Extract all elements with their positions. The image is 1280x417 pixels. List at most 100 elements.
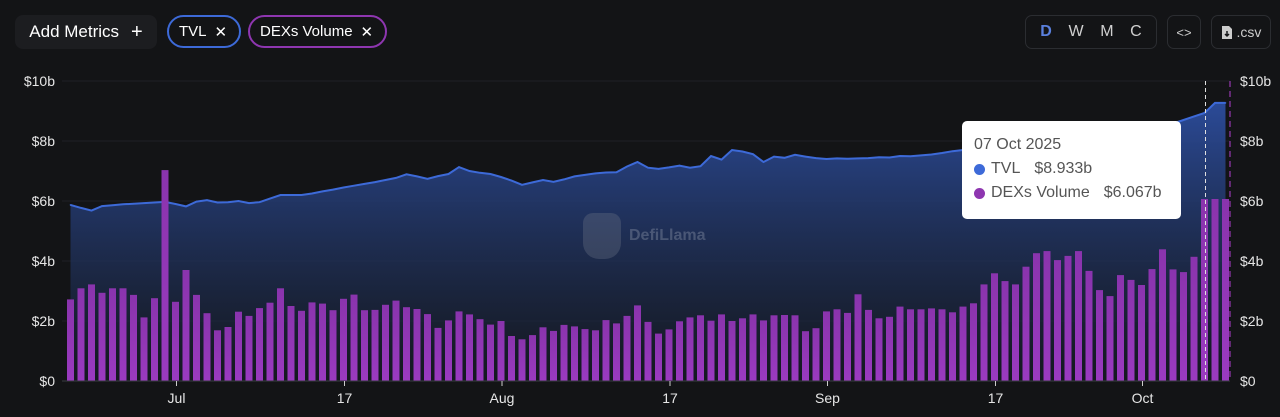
dexs-volume-bar[interactable]: [655, 333, 662, 381]
dexs-volume-bar[interactable]: [214, 330, 221, 381]
dexs-volume-bar[interactable]: [151, 298, 158, 381]
period-cumulative-button[interactable]: C: [1130, 23, 1142, 40]
dexs-volume-bar[interactable]: [550, 330, 557, 381]
dexs-volume-bar[interactable]: [392, 300, 400, 381]
dexs-volume-bar[interactable]: [791, 315, 799, 381]
dexs-volume-bar[interactable]: [539, 327, 547, 381]
dexs-volume-bar[interactable]: [707, 320, 715, 381]
dexs-volume-bar[interactable]: [781, 315, 788, 381]
dexs-volume-bar[interactable]: [560, 324, 568, 381]
metric-chip-dexs-volume[interactable]: DEXs Volume ✕: [248, 15, 388, 48]
dexs-volume-bar[interactable]: [749, 314, 757, 381]
embed-button[interactable]: <>: [1167, 15, 1201, 49]
dexs-volume-bar[interactable]: [718, 314, 725, 381]
dexs-volume-bar[interactable]: [634, 305, 641, 381]
dexs-volume-bar[interactable]: [644, 321, 652, 381]
dexs-volume-bar[interactable]: [445, 320, 452, 381]
dexs-volume-bar[interactable]: [1001, 281, 1009, 381]
dexs-volume-bar[interactable]: [1064, 255, 1072, 381]
dexs-volume-bar[interactable]: [529, 335, 536, 381]
dexs-volume-bar[interactable]: [697, 315, 704, 381]
dexs-volume-bar[interactable]: [455, 311, 463, 381]
add-metrics-button[interactable]: Add Metrics +: [15, 15, 157, 49]
dexs-volume-bar[interactable]: [1148, 269, 1156, 381]
dexs-volume-bar[interactable]: [361, 310, 368, 381]
dexs-volume-bar[interactable]: [875, 318, 883, 381]
dexs-volume-bar[interactable]: [760, 320, 767, 381]
dexs-volume-bar[interactable]: [319, 303, 326, 381]
dexs-volume-bar[interactable]: [833, 309, 841, 381]
dexs-volume-bar[interactable]: [1096, 290, 1103, 381]
dexs-volume-bar[interactable]: [1159, 249, 1166, 381]
dexs-volume-bar[interactable]: [67, 299, 74, 381]
dexs-volume-bar[interactable]: [308, 302, 316, 381]
dexs-volume-bar[interactable]: [1033, 253, 1040, 381]
dexs-volume-bar[interactable]: [1169, 269, 1177, 381]
dexs-volume-bar[interactable]: [466, 314, 473, 381]
dexs-volume-bar[interactable]: [1012, 284, 1019, 381]
dexs-volume-bar[interactable]: [823, 311, 830, 381]
dexs-volume-bar[interactable]: [424, 314, 431, 381]
dexs-volume-bar[interactable]: [193, 294, 200, 381]
dexs-volume-bar[interactable]: [1190, 256, 1198, 381]
dexs-volume-bar[interactable]: [182, 270, 190, 381]
dexs-volume-bar[interactable]: [508, 336, 515, 381]
period-daily-button[interactable]: D: [1040, 23, 1052, 40]
close-icon[interactable]: ✕: [360, 23, 374, 41]
dexs-volume-bar[interactable]: [77, 288, 85, 381]
dexs-volume-bar[interactable]: [949, 312, 956, 381]
dexs-volume-bar[interactable]: [119, 288, 127, 381]
dexs-volume-bar[interactable]: [980, 284, 988, 381]
dexs-volume-bar[interactable]: [1106, 296, 1114, 381]
dexs-volume-bar[interactable]: [613, 323, 620, 381]
dexs-volume-bar[interactable]: [476, 319, 484, 381]
dexs-volume-bar[interactable]: [886, 316, 893, 381]
dexs-volume-bar[interactable]: [287, 306, 295, 381]
dexs-volume-bar[interactable]: [938, 309, 946, 381]
dexs-volume-bar[interactable]: [802, 331, 809, 381]
dexs-volume-bar[interactable]: [623, 315, 631, 381]
dexs-volume-bar[interactable]: [865, 309, 872, 381]
dexs-volume-bar[interactable]: [1211, 198, 1219, 381]
dexs-volume-bar[interactable]: [1075, 251, 1082, 381]
dexs-volume-bar[interactable]: [434, 327, 442, 381]
dexs-volume-bar[interactable]: [959, 306, 967, 381]
dexs-volume-bar[interactable]: [329, 310, 337, 381]
close-icon[interactable]: ✕: [214, 23, 228, 41]
dexs-volume-bar[interactable]: [382, 304, 389, 381]
dexs-volume-bar[interactable]: [728, 321, 736, 381]
dexs-volume-bar[interactable]: [298, 310, 305, 381]
dexs-volume-bar[interactable]: [602, 320, 610, 381]
download-csv-button[interactable]: .csv: [1211, 15, 1271, 49]
dexs-volume-bar[interactable]: [928, 308, 935, 381]
dexs-volume-bar[interactable]: [277, 288, 284, 381]
dexs-volume-bar[interactable]: [172, 301, 179, 381]
period-weekly-button[interactable]: W: [1068, 23, 1084, 40]
dexs-volume-bar[interactable]: [686, 317, 694, 381]
dexs-volume-bar[interactable]: [581, 329, 589, 381]
dexs-volume-bar[interactable]: [844, 312, 851, 381]
dexs-volume-bar[interactable]: [88, 284, 95, 381]
dexs-volume-bar[interactable]: [907, 309, 914, 381]
dexs-volume-bar[interactable]: [1117, 275, 1124, 381]
dexs-volume-bar[interactable]: [592, 330, 599, 381]
dexs-volume-bar[interactable]: [340, 298, 347, 381]
dexs-volume-bar[interactable]: [109, 288, 116, 381]
dexs-volume-bar[interactable]: [497, 321, 505, 381]
dexs-volume-bar[interactable]: [1201, 198, 1208, 381]
dexs-volume-bar[interactable]: [1127, 279, 1135, 381]
dexs-volume-bar[interactable]: [854, 294, 862, 381]
dexs-volume-bar[interactable]: [676, 321, 683, 381]
dexs-volume-bar[interactable]: [518, 339, 526, 381]
dexs-volume-bar[interactable]: [371, 309, 379, 381]
metric-chip-tvl[interactable]: TVL ✕: [167, 15, 242, 48]
dexs-volume-bar[interactable]: [1022, 266, 1030, 381]
dexs-volume-bar[interactable]: [896, 306, 904, 381]
dexs-volume-bar[interactable]: [256, 308, 263, 381]
dexs-volume-bar[interactable]: [970, 303, 977, 381]
dexs-volume-bar[interactable]: [130, 294, 137, 381]
dexs-volume-bar[interactable]: [665, 329, 673, 381]
dexs-volume-bar[interactable]: [1138, 285, 1145, 381]
dexs-volume-bar[interactable]: [403, 307, 410, 381]
